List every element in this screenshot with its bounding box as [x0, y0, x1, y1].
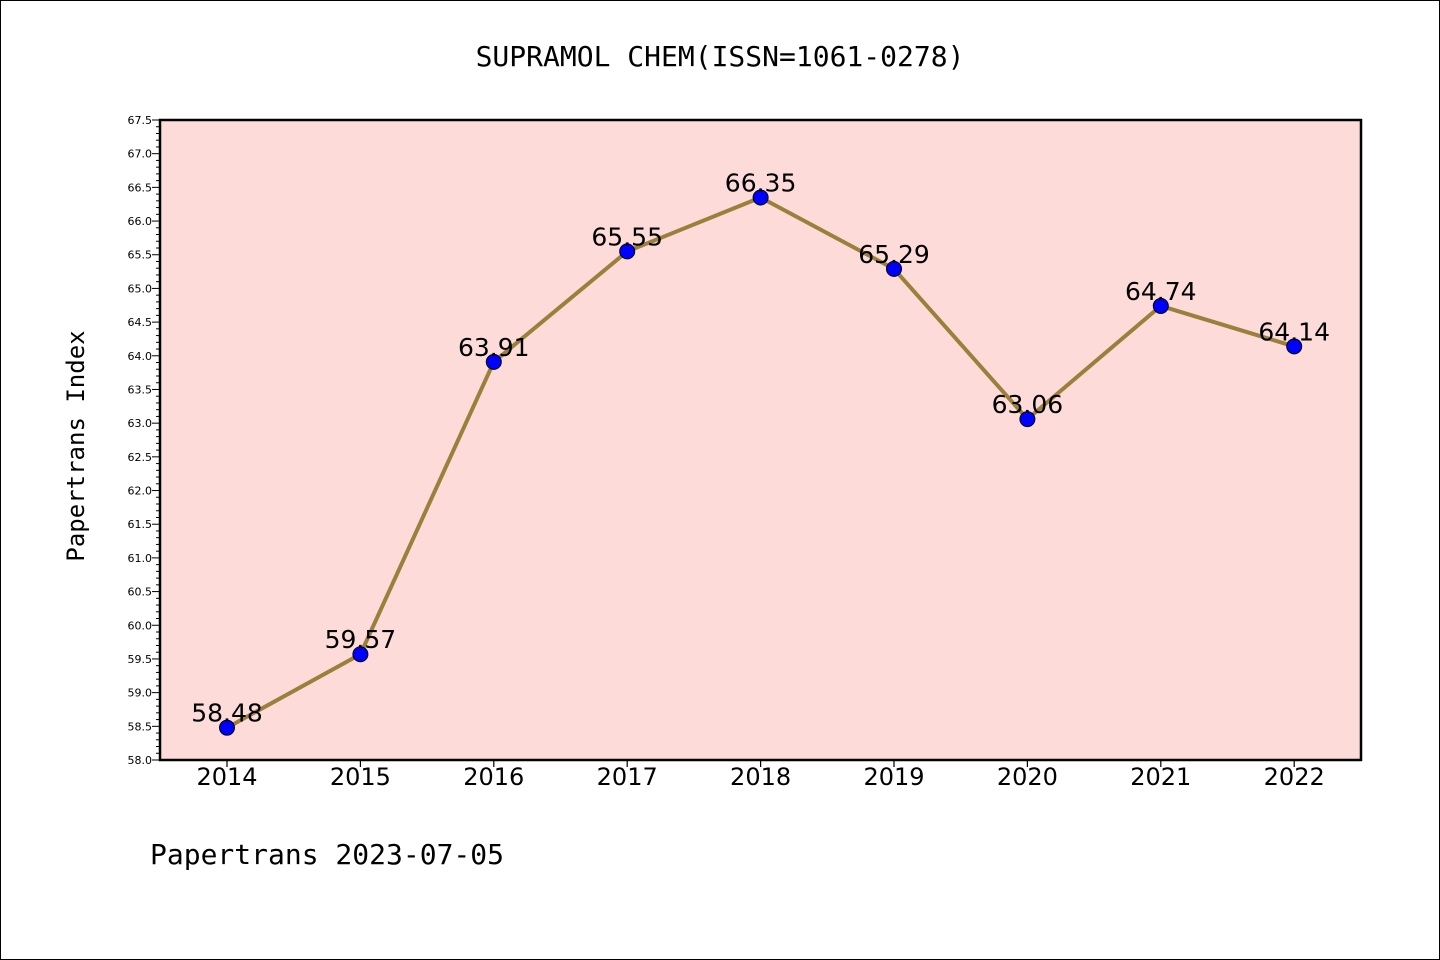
- y-tick-label: 58.5: [128, 720, 153, 733]
- data-points: [219, 189, 1303, 736]
- x-tick-label: 2016: [463, 763, 524, 791]
- y-tick-label: 60.5: [128, 586, 153, 599]
- axis-ticks: 58.0 58.5 59.0 59.5 60.0 60.5 61.0 61.5 62.0 62.5…: [128, 114, 1325, 791]
- y-tick-label: 67.0: [128, 148, 153, 161]
- data-point: [886, 260, 902, 277]
- data-point: [752, 189, 769, 206]
- y-axis-title: Papertrans Index: [62, 330, 90, 561]
- y-tick-label: 63.0: [128, 417, 153, 430]
- y-tick-label: 66.0: [128, 215, 153, 228]
- y-tick-label: 60.0: [128, 619, 153, 632]
- data-label: 59.57: [325, 625, 397, 654]
- data-label: 58.48: [191, 699, 263, 728]
- y-tick-label: 58.0: [128, 754, 153, 767]
- y-tick-label: 59.5: [128, 653, 153, 666]
- x-tick-label: 2020: [997, 763, 1058, 791]
- plot-border: [158, 118, 1363, 762]
- data-label: 65.55: [591, 222, 663, 251]
- x-tick-label: 2021: [1130, 763, 1191, 791]
- y-tick-label: 66.5: [128, 181, 153, 194]
- data-point: [352, 646, 369, 663]
- data-labels: 58.48 59.57 63.91 65.55 66.35 65.29 63.06 64.74…: [191, 168, 1330, 727]
- data-point: [1019, 411, 1036, 428]
- data-point: [1152, 297, 1169, 314]
- data-label: 64.14: [1258, 317, 1330, 346]
- y-tick-label: 67.5: [128, 114, 153, 127]
- data-point: [1286, 338, 1303, 355]
- y-tick-label: 64.0: [128, 350, 153, 363]
- x-tick-label: 2019: [863, 763, 924, 791]
- y-tick-label: 63.5: [128, 383, 153, 396]
- x-tick-label: 2018: [730, 763, 791, 791]
- y-tick-label: 59.0: [128, 687, 153, 700]
- data-point: [619, 243, 636, 260]
- y-tick-label: 65.5: [128, 249, 153, 262]
- y-tick-label: 64.5: [128, 316, 153, 329]
- data-point: [219, 719, 235, 736]
- x-tick-label: 2015: [330, 763, 391, 791]
- y-tick-label: 65.0: [128, 282, 153, 295]
- chart-title: SUPRAMOL CHEM(ISSN=1061-0278): [476, 40, 965, 73]
- y-tick-label: 62.0: [128, 485, 153, 498]
- data-label: 65.29: [858, 240, 930, 269]
- x-tick-label: 2014: [196, 763, 257, 791]
- x-tick-label: 2017: [597, 763, 658, 791]
- y-tick-label: 62.5: [128, 451, 153, 464]
- footer-date: Papertrans 2023-07-05: [150, 838, 504, 871]
- data-label: 63.06: [992, 390, 1064, 419]
- data-point: [485, 353, 502, 370]
- data-label: 64.74: [1125, 277, 1197, 306]
- y-tick-label: 61.5: [128, 518, 153, 531]
- data-label: 63.91: [458, 333, 530, 362]
- y-tick-label: 61.0: [128, 552, 153, 565]
- x-tick-label: 2022: [1264, 763, 1325, 791]
- data-label: 66.35: [725, 168, 797, 197]
